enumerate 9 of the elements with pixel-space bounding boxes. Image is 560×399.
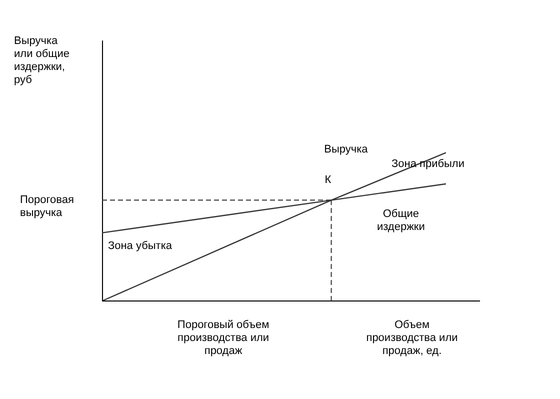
annotation: Зона прибыли bbox=[392, 158, 464, 170]
annotation: К bbox=[324, 174, 332, 186]
x-axis-title: Объем производства или продаж, ед. bbox=[366, 319, 458, 357]
series-label: Общие издержки bbox=[376, 208, 425, 233]
text: Пороговый объем производства или продаж bbox=[177, 319, 270, 357]
text: Выручка bbox=[324, 144, 369, 156]
text: Выручка или общие издержки, руб bbox=[14, 35, 70, 86]
annotation: Зона убытка bbox=[108, 240, 173, 252]
ref-line-label: Пороговая выручка bbox=[20, 194, 74, 220]
